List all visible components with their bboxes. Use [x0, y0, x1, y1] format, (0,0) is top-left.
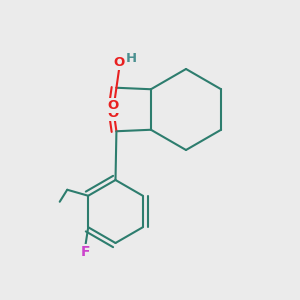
Text: H: H	[125, 52, 136, 65]
Text: O: O	[107, 107, 118, 120]
Text: F: F	[80, 245, 90, 259]
Text: O: O	[107, 99, 119, 112]
Text: O: O	[113, 56, 125, 69]
